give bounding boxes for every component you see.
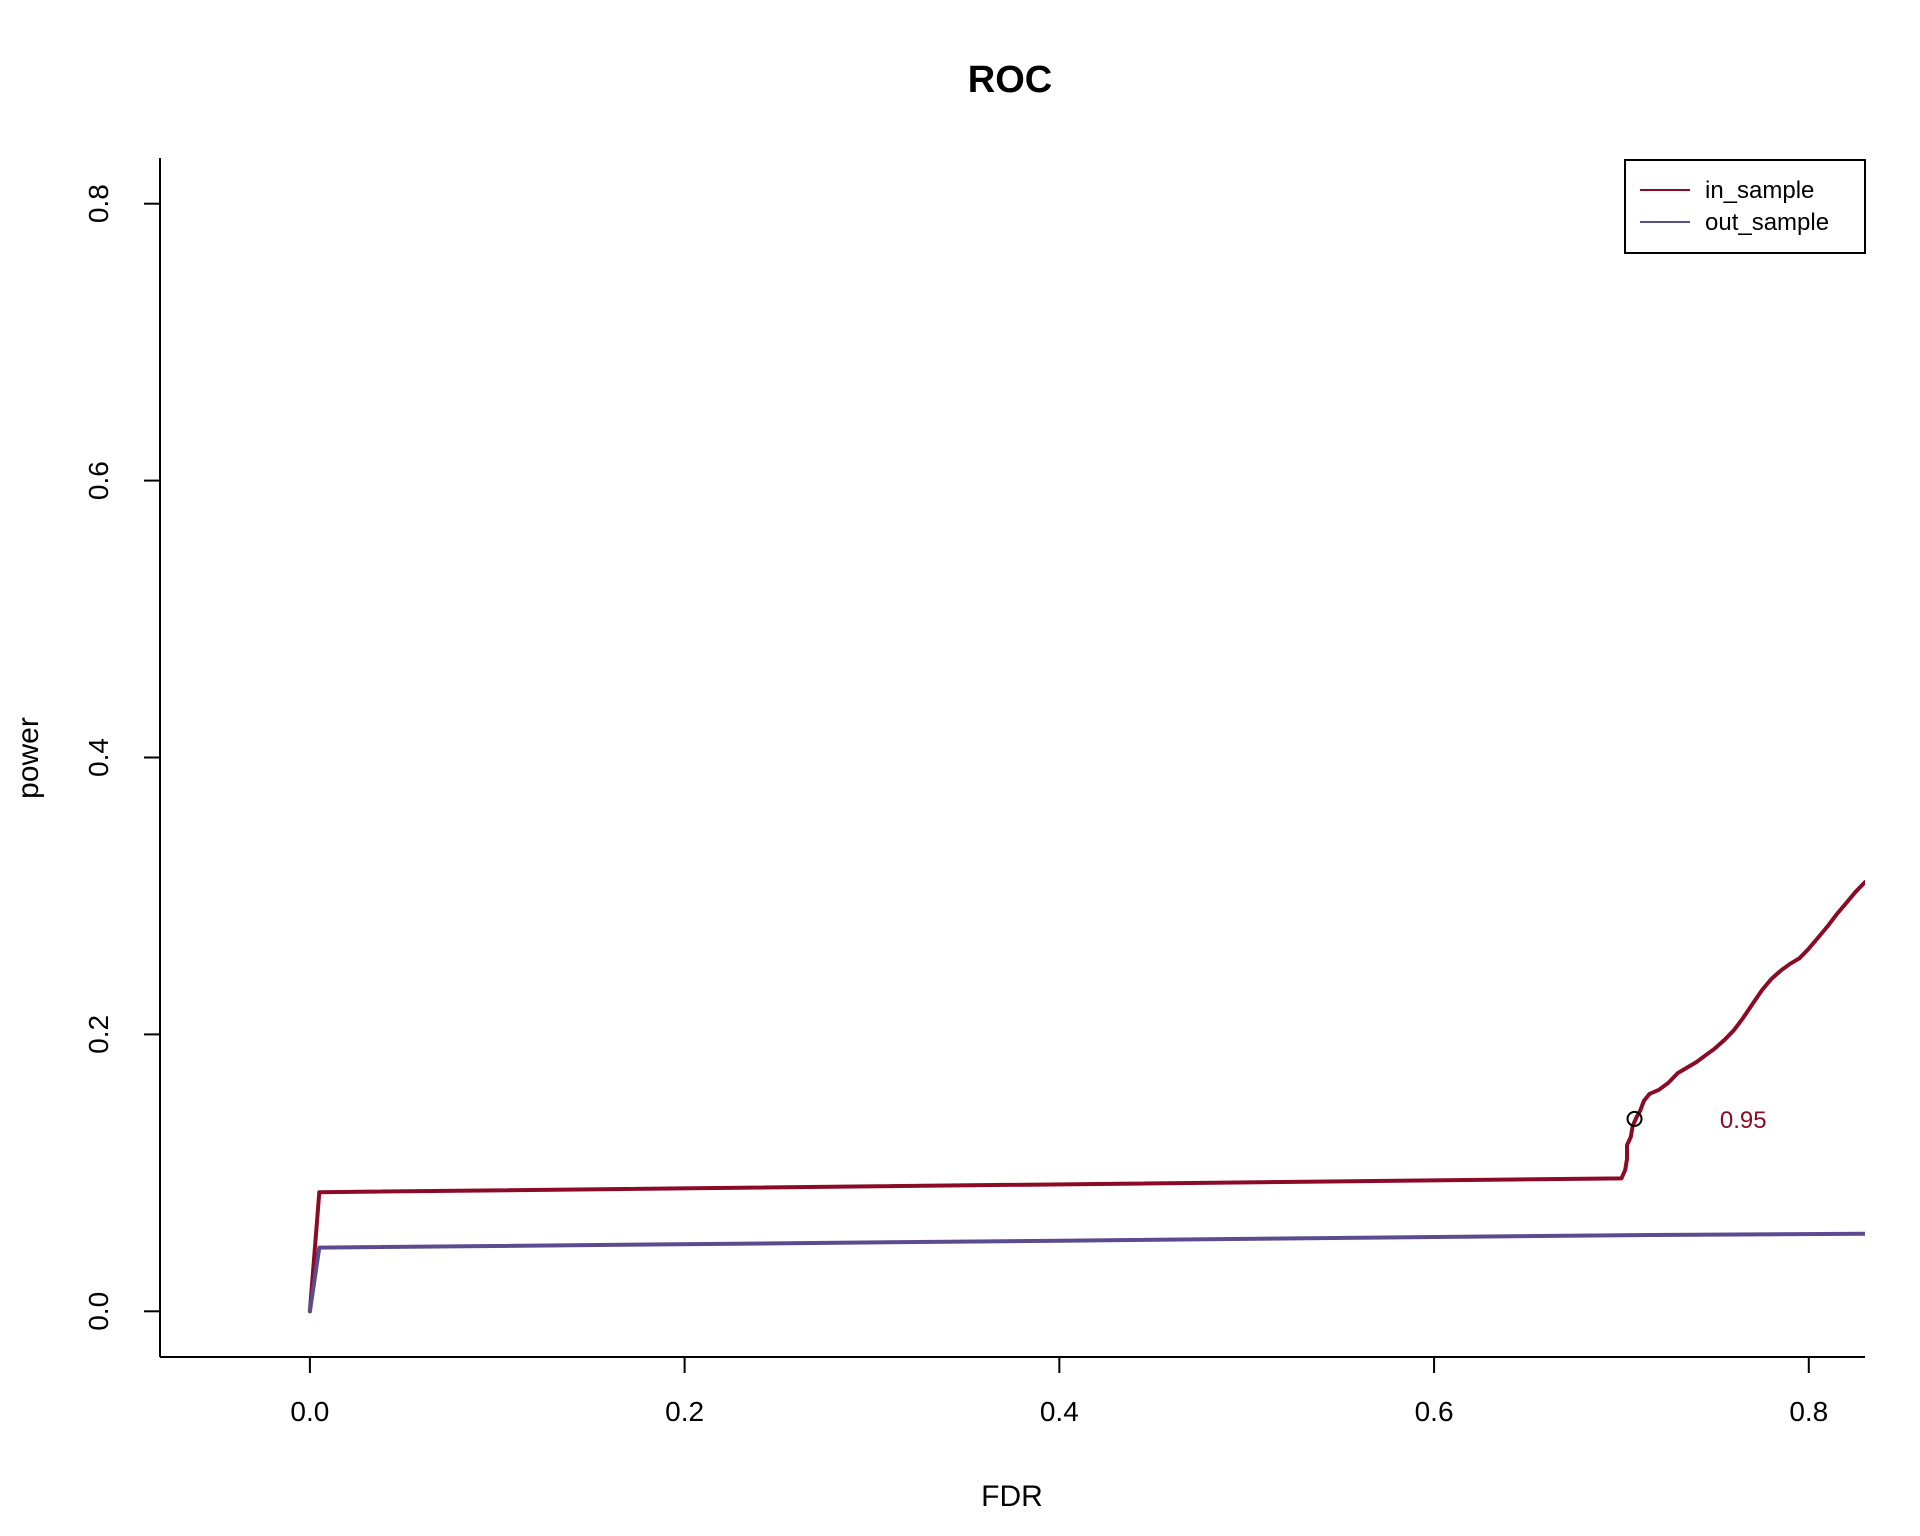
series-line-out-sample — [307, 1231, 1865, 1314]
x-axis-title: FDR — [981, 1480, 1043, 1513]
legend: in_sample out_sample — [1624, 159, 1866, 254]
x-tick-label: 0.4 — [1040, 1396, 1079, 1427]
plot-area — [307, 880, 1865, 1314]
legend-label: out_sample — [1705, 209, 1829, 236]
y-axis-title: power — [12, 717, 45, 799]
chart-title: ROC — [968, 59, 1052, 101]
x-ticks: 0.0 0.2 0.4 0.6 0.8 — [290, 1357, 1828, 1427]
series-line-in-sample — [307, 880, 1865, 1314]
y-tick-label: 0.4 — [83, 738, 114, 777]
legend-box — [1624, 159, 1866, 254]
annotation-label: 0.95 — [1720, 1107, 1767, 1134]
y-tick-label: 0.8 — [83, 184, 114, 223]
series-group — [307, 880, 1865, 1314]
legend-label: in_sample — [1705, 177, 1814, 204]
x-tick-label: 0.2 — [665, 1396, 704, 1427]
annotations: 0.95 — [1720, 1107, 1767, 1134]
y-tick-label: 0.2 — [83, 1015, 114, 1054]
x-tick-label: 0.8 — [1789, 1396, 1828, 1427]
x-tick-label: 0.0 — [290, 1396, 329, 1427]
y-tick-label: 0.0 — [83, 1292, 114, 1331]
threshold-marker — [1626, 1110, 1643, 1127]
y-ticks: 0.0 0.2 0.4 0.6 0.8 — [83, 184, 160, 1331]
x-tick-label: 0.6 — [1415, 1396, 1454, 1427]
y-tick-label: 0.6 — [83, 461, 114, 500]
